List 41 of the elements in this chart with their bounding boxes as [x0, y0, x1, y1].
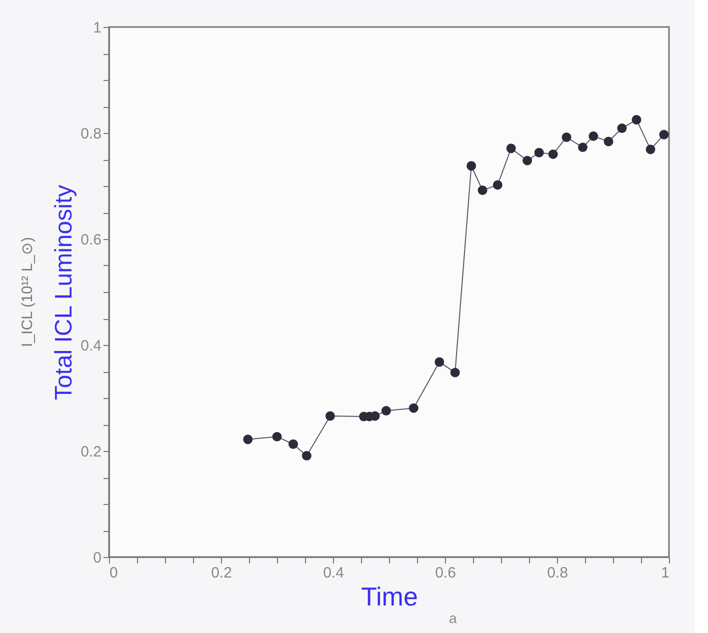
y-tick-label: 1 [93, 20, 102, 36]
point [450, 368, 460, 378]
point [466, 161, 476, 171]
text: I_ICL (10¹² L_⊙) [19, 237, 36, 347]
y-tick-label: 0.2 [80, 444, 102, 460]
x-tick-label: 1 [661, 564, 670, 582]
x-tick-label: 0.8 [547, 564, 568, 582]
point [562, 132, 572, 142]
point [604, 136, 614, 146]
point [617, 123, 627, 133]
point [381, 406, 391, 416]
point [434, 357, 444, 367]
point [506, 144, 516, 154]
y-tick-label: 0 [93, 550, 102, 566]
point [272, 432, 282, 442]
point [588, 131, 598, 141]
x-axis-title: Time [361, 582, 418, 612]
point [632, 115, 642, 124]
point [408, 403, 418, 413]
y-tick-label: 0.4 [80, 338, 102, 354]
point [243, 434, 253, 444]
x-tick-label: 0 [110, 564, 118, 582]
point [492, 180, 502, 190]
point [646, 144, 656, 154]
point [659, 130, 669, 140]
x-tick-label: 0.2 [211, 564, 232, 582]
point [288, 439, 298, 449]
point [370, 411, 380, 421]
x-tick-label: 0.6 [435, 564, 456, 582]
point [522, 156, 532, 166]
text: a [449, 610, 457, 626]
point [534, 148, 544, 158]
point [302, 451, 312, 461]
y-tick-label: 0.8 [80, 126, 102, 142]
y-axis-title: Total ICL Luminosity [50, 184, 78, 400]
x-tick-label: 0.4 [323, 564, 344, 582]
y-tick-label: 0.6 [80, 232, 102, 248]
point [548, 149, 558, 159]
point [478, 186, 488, 195]
point [578, 142, 588, 152]
point [325, 411, 335, 421]
